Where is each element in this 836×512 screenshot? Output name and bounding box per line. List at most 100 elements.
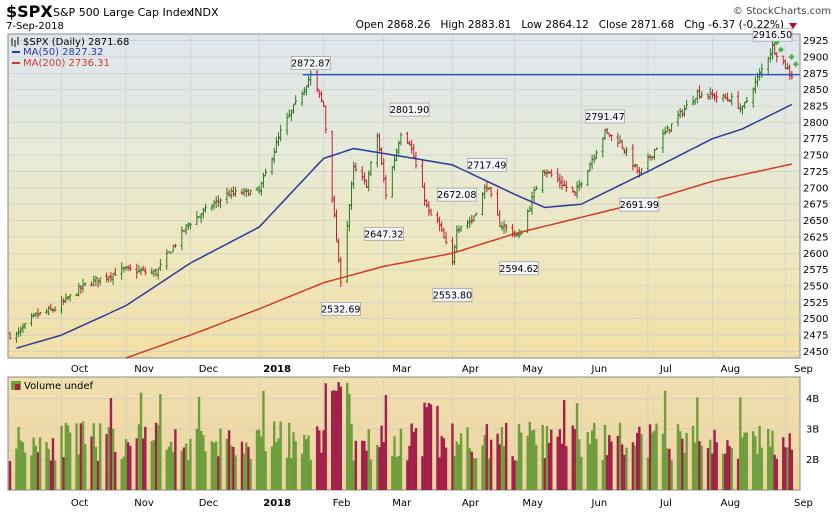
volume-bar [427, 403, 431, 490]
volume-bar [728, 446, 731, 490]
volume-bar [167, 446, 171, 490]
volume-bar [249, 459, 252, 490]
volume-bar [412, 431, 416, 490]
price-tick-label: 2475 [803, 331, 828, 342]
volume-bar [485, 424, 489, 490]
price-tick-label: 2725 [803, 167, 828, 178]
price-tick-label: 2500 [803, 314, 828, 325]
price-tick-label: 2750 [803, 151, 828, 162]
volume-bar [17, 426, 20, 490]
volume-bar [541, 424, 544, 490]
volume-bar [784, 447, 787, 490]
x-tick-label: Nov [134, 498, 154, 509]
volume-bar [481, 445, 484, 490]
volume-bar [62, 457, 65, 490]
x-tick-label: Dec [199, 498, 218, 509]
volume-bar [771, 430, 774, 490]
x-tick-label: Aug [721, 364, 741, 375]
price-tick-label: 2575 [803, 265, 828, 276]
volume-bar [530, 430, 534, 490]
x-tick-label: May [522, 364, 543, 375]
volume-bar [745, 432, 748, 490]
volume-bar [346, 382, 349, 490]
x-tick-label: Jul [659, 498, 672, 509]
volume-bar [135, 438, 138, 490]
volume-bar [668, 448, 671, 490]
volume-bar [83, 443, 87, 490]
volume-bar [588, 444, 592, 490]
volume-bar [504, 422, 508, 490]
annotation-box [363, 226, 404, 241]
volume-bar [631, 442, 635, 490]
volume-bar [174, 429, 177, 490]
volume-bar [698, 441, 701, 490]
volume-bar [189, 438, 192, 490]
price-tick-label: 2850 [803, 85, 828, 96]
volume-bar [290, 458, 293, 490]
volume-bar [429, 404, 433, 490]
volume-bar [709, 439, 712, 490]
stockcharts-credit: © StockCharts.com [733, 6, 831, 17]
chart-legend: $SPX (Daily) 2871.68 MA(50) 2827.32 MA(2… [11, 37, 129, 69]
volume-bar [275, 442, 278, 490]
volume-bar [575, 403, 579, 490]
volume-tick-label: 3B [806, 424, 819, 435]
volume-bar [30, 455, 33, 490]
x-tick-label: Feb [333, 364, 351, 375]
volume-bar [187, 460, 190, 490]
volume-bar [292, 432, 295, 490]
volume-bar [513, 460, 516, 490]
annotation-label: 2672.08 [437, 190, 476, 201]
volume-bar [204, 451, 207, 490]
volume-bar [580, 456, 583, 490]
x-tick-label: Feb [333, 498, 351, 509]
annotation-box [585, 109, 625, 124]
volume-bar [474, 458, 478, 490]
annotation-box [389, 102, 430, 117]
volume-bar [767, 429, 770, 490]
volume-bar [202, 435, 205, 490]
volume-bar [472, 458, 476, 490]
exchange-label: INDX [191, 6, 219, 19]
volume-bar [414, 428, 418, 490]
x-tick-label: Jul [659, 364, 672, 375]
volume-bar [633, 445, 637, 490]
volume-bar [352, 460, 355, 490]
price-lines [16, 39, 800, 359]
price-annotations: 2872.87 2532.69 2801.90 2647.32 2672.08 2717.… [290, 27, 793, 316]
volume-bar [423, 402, 426, 490]
volume-bar [257, 429, 261, 490]
volume-bar [571, 425, 574, 490]
volume-bar [562, 400, 566, 490]
volume-bar [47, 448, 50, 490]
volume-bar [215, 441, 218, 490]
volume-bar [397, 456, 400, 490]
volume-tick-label: 4B [806, 394, 819, 405]
volume-bar [81, 421, 85, 490]
x-tick-label: Jun [591, 364, 608, 375]
volume-bar [272, 421, 276, 490]
annotation-label: 2791.47 [585, 112, 624, 123]
volume-bar [736, 458, 740, 490]
volume-bar [242, 453, 246, 490]
volume-bar [775, 458, 779, 490]
volume-bar [260, 436, 263, 490]
volume-bar [34, 445, 37, 490]
volume-bar [294, 441, 297, 490]
volume-bar [320, 452, 323, 490]
annotation-label: 2801.90 [390, 105, 429, 116]
annotation-box [752, 27, 793, 42]
x-tick-label: Sep [794, 498, 813, 509]
volume-bar [210, 441, 214, 490]
volume-bar [247, 446, 250, 490]
annotation-box [290, 56, 331, 70]
volume-bar [601, 459, 605, 490]
volume-bar [15, 448, 18, 490]
volume-bars [8, 382, 794, 490]
price-tick-label: 2925 [803, 36, 828, 47]
x-tick-label: Sep [794, 364, 813, 375]
volume-bar [144, 426, 147, 490]
volume-bar [457, 444, 461, 490]
volume-bar [760, 447, 763, 490]
volume-bar [68, 432, 72, 490]
